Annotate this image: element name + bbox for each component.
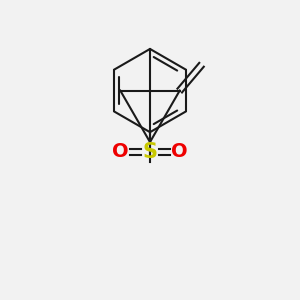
Text: S: S (142, 142, 158, 162)
Text: O: O (171, 142, 188, 161)
Text: O: O (112, 142, 129, 161)
